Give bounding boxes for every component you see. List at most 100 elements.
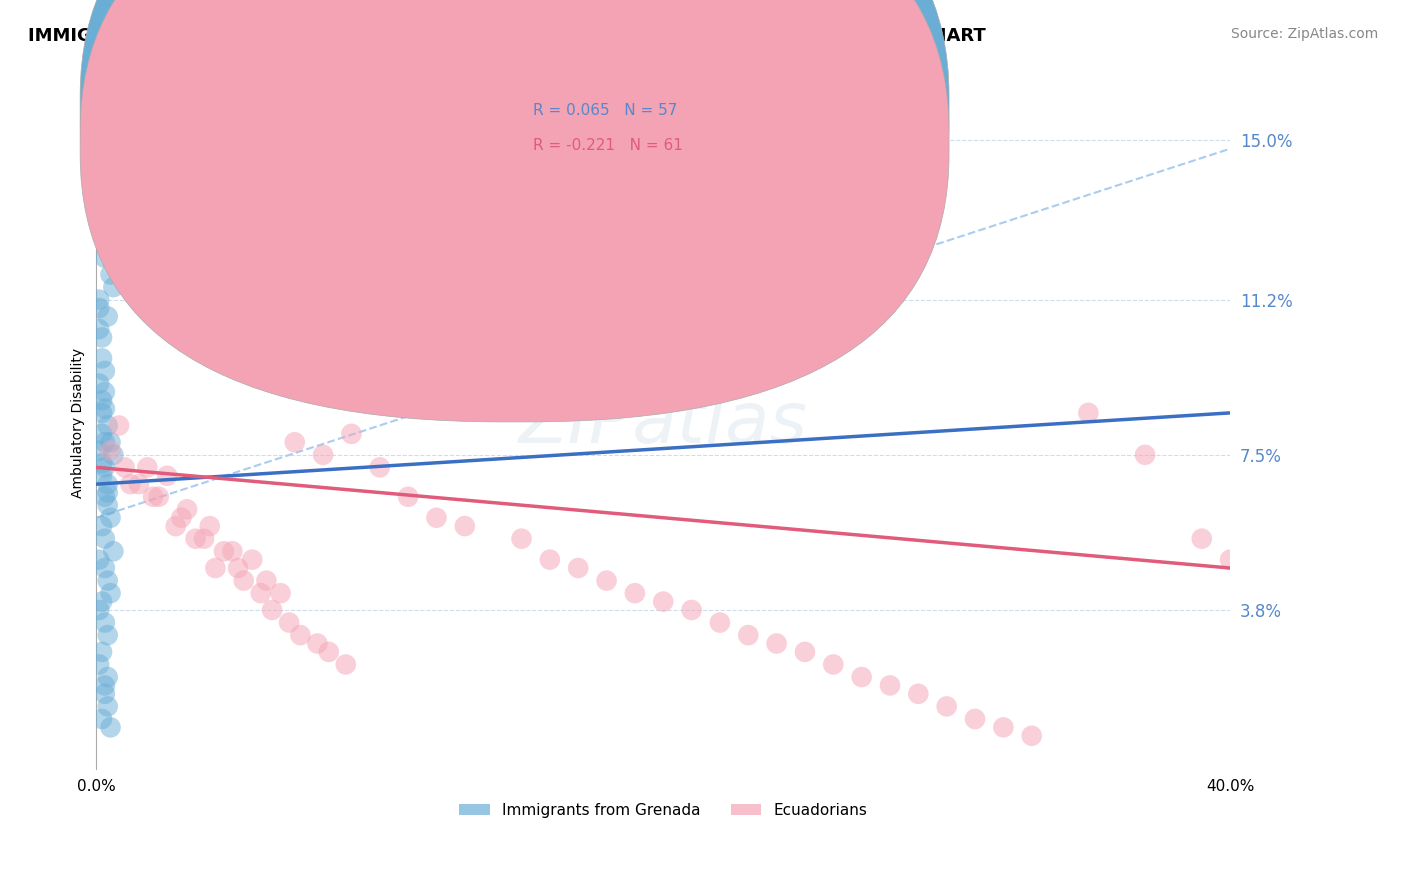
Point xyxy=(91,175,114,189)
Point xyxy=(103,544,125,558)
Point xyxy=(97,418,120,433)
Point xyxy=(156,468,179,483)
Text: Source: ZipAtlas.com: Source: ZipAtlas.com xyxy=(1230,27,1378,41)
Point xyxy=(340,426,363,441)
Point xyxy=(100,510,122,524)
Text: R = -0.221   N = 61: R = -0.221 N = 61 xyxy=(533,138,683,153)
Point xyxy=(94,435,117,450)
Point xyxy=(89,603,111,617)
Point xyxy=(794,645,817,659)
Point xyxy=(907,687,929,701)
Point xyxy=(709,615,731,630)
Point xyxy=(278,615,301,630)
Point xyxy=(396,490,419,504)
Point xyxy=(240,552,263,566)
Point xyxy=(226,561,249,575)
Point xyxy=(94,460,117,475)
Point xyxy=(91,209,114,223)
Point xyxy=(851,670,873,684)
Point xyxy=(94,561,117,575)
Point xyxy=(100,586,122,600)
Point xyxy=(91,393,114,408)
Point xyxy=(652,594,675,608)
Point xyxy=(284,435,307,450)
Point xyxy=(212,544,235,558)
Point xyxy=(262,603,284,617)
Point xyxy=(91,406,114,420)
Point xyxy=(120,477,142,491)
Point xyxy=(94,401,117,416)
Point xyxy=(538,552,561,566)
Point xyxy=(91,519,114,533)
Point xyxy=(1021,729,1043,743)
Point xyxy=(198,519,221,533)
Point xyxy=(97,154,120,169)
Point xyxy=(94,364,117,378)
Point xyxy=(318,645,340,659)
Point xyxy=(97,574,120,588)
Point xyxy=(232,574,254,588)
Point xyxy=(103,280,125,294)
Point xyxy=(128,477,150,491)
Point xyxy=(94,615,117,630)
Point xyxy=(204,561,226,575)
Point xyxy=(765,636,787,650)
Point xyxy=(595,574,617,588)
Point xyxy=(114,460,136,475)
Point xyxy=(94,251,117,265)
Point xyxy=(100,268,122,282)
Point xyxy=(89,443,111,458)
Point xyxy=(136,460,159,475)
Point xyxy=(100,435,122,450)
Point xyxy=(935,699,957,714)
Point xyxy=(193,532,215,546)
Point xyxy=(94,678,117,692)
Point xyxy=(89,322,111,336)
Point xyxy=(97,477,120,491)
Point xyxy=(91,426,114,441)
Y-axis label: Ambulatory Disability: Ambulatory Disability xyxy=(72,348,86,499)
Point xyxy=(737,628,759,642)
Point xyxy=(91,468,114,483)
Point xyxy=(221,544,243,558)
Point xyxy=(170,510,193,524)
Point xyxy=(94,532,117,546)
Point xyxy=(1077,406,1099,420)
Point xyxy=(97,485,120,500)
Point xyxy=(1191,532,1213,546)
Point xyxy=(249,586,271,600)
Point xyxy=(963,712,986,726)
Point xyxy=(184,532,207,546)
Point xyxy=(97,699,120,714)
Legend: Immigrants from Grenada, Ecuadorians: Immigrants from Grenada, Ecuadorians xyxy=(453,797,873,824)
Point xyxy=(91,112,114,127)
Point xyxy=(91,351,114,366)
Point xyxy=(290,628,312,642)
Point xyxy=(89,376,111,391)
Point xyxy=(100,720,122,734)
Point xyxy=(94,490,117,504)
Point xyxy=(165,519,187,533)
Point xyxy=(681,603,703,617)
Point xyxy=(307,636,329,650)
Point xyxy=(97,310,120,324)
Point xyxy=(176,502,198,516)
Point xyxy=(993,720,1015,734)
Point xyxy=(312,448,335,462)
Point xyxy=(94,196,117,211)
Point xyxy=(89,293,111,307)
Point xyxy=(103,448,125,462)
Point xyxy=(823,657,845,672)
Point xyxy=(100,443,122,458)
Point xyxy=(879,678,901,692)
Point xyxy=(425,510,447,524)
Point xyxy=(97,628,120,642)
Point xyxy=(454,519,477,533)
Point xyxy=(335,657,357,672)
Point xyxy=(1133,448,1156,462)
Point xyxy=(270,586,292,600)
Point xyxy=(94,142,117,156)
Point xyxy=(97,498,120,512)
Text: ZIPatlas: ZIPatlas xyxy=(519,389,807,458)
Text: R = 0.065   N = 57: R = 0.065 N = 57 xyxy=(533,103,678,118)
